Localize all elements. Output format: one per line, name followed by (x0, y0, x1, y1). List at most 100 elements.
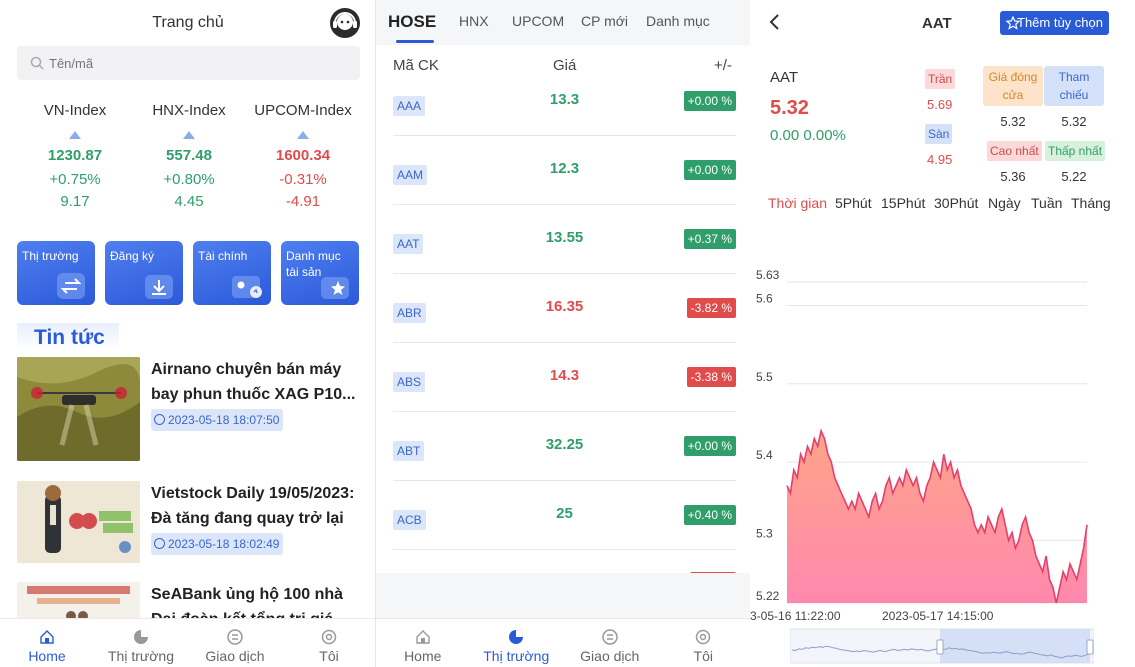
index-percent: +0.80% (163, 171, 215, 188)
tab-hnx[interactable]: HNX (459, 13, 489, 29)
period-month[interactable]: Tháng (1071, 195, 1111, 211)
chart-range-navigator[interactable] (790, 628, 1094, 666)
news-item[interactable]: Airnano chuyên bán máy bay phun thuốc XA… (17, 357, 362, 461)
period-day[interactable]: Ngày (988, 195, 1021, 211)
active-tab-indicator (396, 40, 434, 43)
tile-register[interactable]: Đăng ký (105, 241, 183, 305)
stock-row-partial[interactable] (393, 550, 736, 573)
tab-market[interactable]: Thị trường (470, 619, 564, 667)
search-bar[interactable] (17, 46, 360, 80)
tab-label: Tôi (693, 648, 713, 664)
tab-new-listings[interactable]: CP mới (581, 13, 629, 29)
clock-icon (154, 414, 165, 425)
news-thumbnail-event (17, 582, 140, 622)
tab-watchlist[interactable]: Danh mục (646, 13, 710, 29)
tab-home[interactable]: Home (376, 619, 470, 667)
index-change: 9.17 (60, 193, 90, 210)
period-15min[interactable]: 15Phút (881, 195, 926, 211)
close-price-value: 5.32 (1000, 114, 1026, 129)
tab-label: Giao dịch (580, 648, 640, 664)
exchange-icon (602, 629, 618, 645)
low-label: Thấp nhất (1045, 141, 1106, 161)
tab-trade[interactable]: Giao dịch (563, 619, 657, 667)
tab-me[interactable]: Tôi (657, 619, 751, 667)
stock-symbol: ABR (393, 303, 426, 323)
index-value: 1600.34 (275, 147, 331, 164)
customer-support-icon[interactable] (329, 7, 361, 39)
stock-row[interactable]: AAA 13.3 +0.00 % (393, 67, 736, 136)
y-tick-label: 5.4 (756, 448, 773, 462)
tab-market[interactable]: Thị trường (94, 619, 188, 667)
price-chart[interactable]: 5.63 5.6 5.5 5.4 5.3 5.22 3-05-16 11:22:00 2023… (750, 265, 1135, 625)
index-vn[interactable]: VN-Index 1230.87 +0.75% 9.17 (15, 102, 135, 213)
transfer-icon (57, 273, 85, 299)
pie-chart-icon (509, 630, 524, 644)
stock-price: 14.3 (549, 367, 580, 384)
star-outline-icon (1006, 16, 1020, 30)
close-price-label: Giá đóng cửa (983, 66, 1043, 106)
navigator-handle-right[interactable] (1086, 639, 1094, 655)
id-card-icon (232, 276, 262, 298)
news-heading-text: Tin tức (34, 326, 105, 349)
search-icon (30, 56, 44, 70)
navigator-selection[interactable] (940, 629, 1090, 663)
stock-row[interactable]: ACB 25 +0.40 % (393, 481, 736, 550)
navigator-handle-left[interactable] (936, 639, 944, 655)
tab-trade[interactable]: Giao dịch (188, 619, 282, 667)
tile-finance[interactable]: Tài chính (193, 241, 271, 305)
change-badge (690, 572, 736, 573)
period-30min[interactable]: 30Phút (934, 195, 979, 211)
high-label: Cao nhất (987, 141, 1042, 161)
index-name: UPCOM-Index (254, 102, 352, 119)
index-name: VN-Index (43, 102, 107, 119)
stock-price: 13.3 (549, 91, 580, 108)
stock-row[interactable]: AAM 12.3 +0.00 % (393, 136, 736, 205)
add-to-watchlist-button[interactable]: Thêm tùy chọn (1000, 11, 1109, 35)
bottom-tab-bar: Home Thị trường Giao dịch Tôi (0, 618, 375, 667)
change-badge: -3.82 % (686, 298, 736, 318)
stock-row[interactable]: ABT 32.25 +0.00 % (393, 412, 736, 481)
low-value: 5.22 (1061, 169, 1087, 184)
stock-list: Mã CK Giá +/- AAA 13.3 +0.00 % AAM 12.3 … (376, 45, 750, 573)
index-upcom[interactable]: UPCOM-Index 1600.34 -0.31% -4.91 (243, 102, 363, 213)
stock-row[interactable]: ABR 16.35 -3.82 % (393, 274, 736, 343)
stock-price: 12.3 (549, 160, 580, 177)
tile-label: Tài chính (198, 249, 248, 263)
stock-row[interactable]: ABS 14.3 -3.38 % (393, 343, 736, 412)
stock-row[interactable]: AAT 13.55 +0.37 % (393, 205, 736, 274)
reference-price-label: Tham chiếu (1044, 66, 1104, 106)
tile-market[interactable]: Thị trường (17, 241, 95, 305)
stock-symbol: ABT (393, 441, 425, 461)
symbol-title: AAT (922, 15, 952, 32)
stock-price: 25 (556, 505, 573, 522)
stock-price: 13.55 (545, 229, 584, 246)
period-5min[interactable]: 5Phút (835, 195, 872, 211)
y-tick-label: 5.63 (756, 268, 780, 282)
tab-label: Home (28, 648, 66, 664)
pie-chart-icon (134, 630, 148, 644)
period-week[interactable]: Tuần (1031, 195, 1063, 211)
index-percent: +0.75% (49, 171, 101, 188)
exchange-icon (227, 629, 243, 645)
tab-label: Thị trường (483, 648, 550, 664)
y-tick-label: 5.3 (756, 526, 773, 540)
up-arrow-icon (69, 131, 81, 139)
ceiling-value: 5.69 (927, 97, 953, 112)
tab-me[interactable]: Tôi (282, 619, 375, 667)
stock-detail-screen: AAT Thêm tùy chọn AAT 5.32 0.00 0.00% Tr… (750, 0, 1135, 667)
quote-change: 0.00 0.00% (770, 127, 846, 144)
news-item[interactable]: Vietstock Daily 19/05/2023: Đà tăng đang… (17, 481, 362, 585)
quote-symbol: AAT (770, 69, 799, 86)
list-header: Mã CK Giá +/- (376, 45, 750, 85)
page-title: Trang chủ (152, 14, 224, 31)
tab-upcom[interactable]: UPCOM (512, 13, 565, 29)
index-hnx[interactable]: HNX-Index 557.48 +0.80% 4.45 (129, 102, 249, 213)
back-arrow-icon[interactable] (768, 13, 782, 31)
exchange-tabs: HOSE HNX UPCOM CP mới Danh mục (376, 0, 750, 45)
x-tick-label: 3-05-16 11:22:00 (750, 609, 841, 623)
search-input[interactable] (49, 46, 349, 80)
tab-hose[interactable]: HOSE (388, 12, 437, 31)
period-time[interactable]: Thời gian (768, 195, 827, 211)
tile-portfolio[interactable]: Danh mục tài sản (281, 241, 359, 305)
tab-home[interactable]: Home (0, 619, 94, 667)
